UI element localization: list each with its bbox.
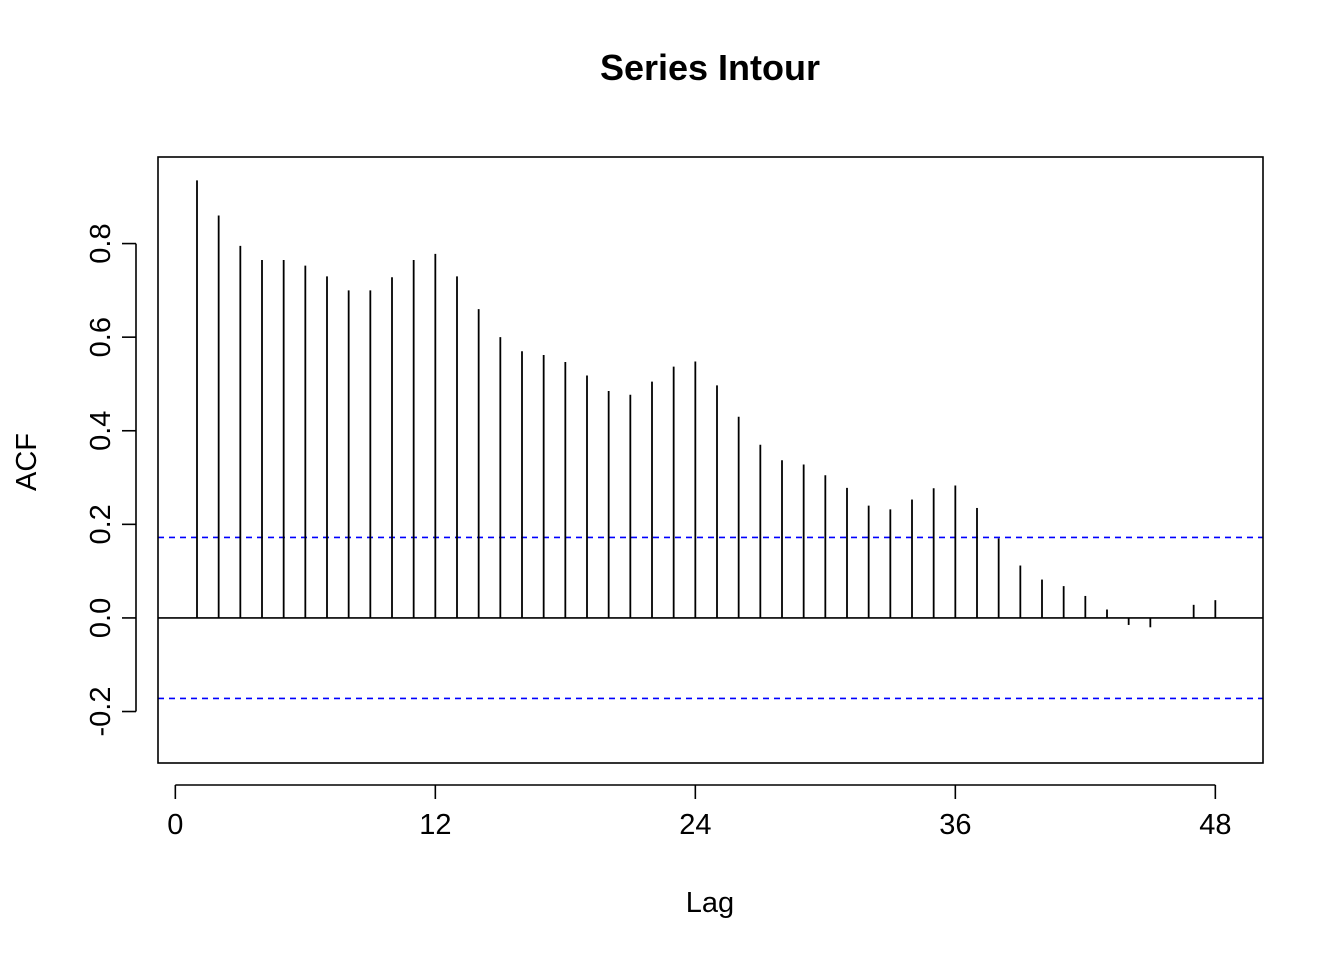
plot-area: 0 12 24 36 48 -0.2 0.0 0.2 0.4 0.6 0.8 (85, 180, 1263, 841)
y-tick-label--0.2: -0.2 (85, 687, 117, 737)
chart-title: Series Intour (600, 47, 820, 88)
x-tick-label-36: 36 (939, 809, 971, 841)
x-tick-label-24: 24 (679, 809, 711, 841)
plot-frame (157, 156, 1264, 764)
x-tick-label-48: 48 (1199, 809, 1231, 841)
x-tick-label-0: 0 (167, 809, 183, 841)
x-axis-label: Lag (686, 887, 734, 919)
y-tick-label-0.2: 0.2 (85, 504, 117, 544)
y-tick-label-0.4: 0.4 (85, 411, 117, 451)
y-tick-label-0.6: 0.6 (85, 317, 117, 357)
y-tick-label-0.8: 0.8 (85, 223, 117, 263)
y-tick-label-0.0: 0.0 (85, 598, 117, 638)
y-axis-label: ACF (11, 433, 43, 491)
x-tick-label-12: 12 (419, 809, 451, 841)
